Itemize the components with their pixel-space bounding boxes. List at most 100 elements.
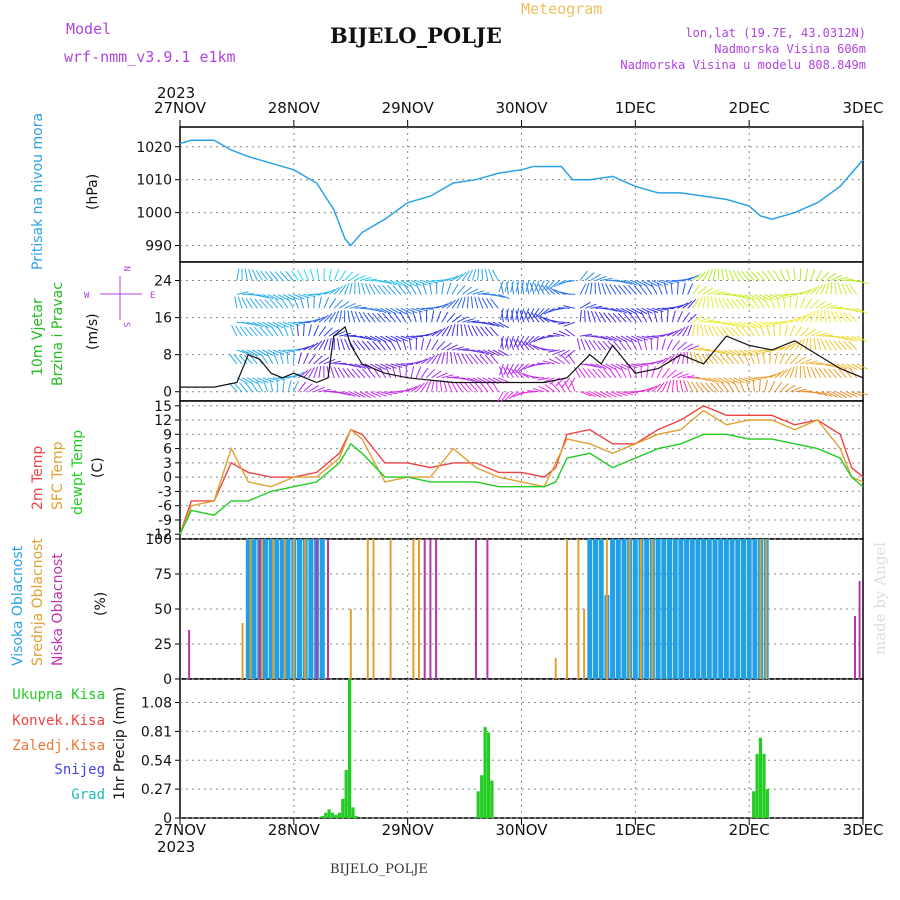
wind-barb — [759, 321, 771, 328]
wind-barb — [446, 351, 448, 364]
wind-barb — [682, 375, 695, 379]
wind-barb — [724, 268, 730, 281]
wind-barb — [779, 269, 786, 281]
wind-barb — [545, 285, 555, 295]
wind-barb — [810, 330, 822, 337]
wind-barb — [856, 363, 868, 370]
wind-barb — [390, 335, 402, 342]
wind-barb — [764, 373, 777, 379]
panels: 990100010101020081624-12-9-6-30369121502… — [136, 126, 869, 827]
wind-barb — [462, 377, 474, 382]
wind-barb — [349, 363, 362, 369]
wind-barb — [287, 380, 292, 392]
wind-barb — [598, 311, 607, 323]
wind-barb — [367, 368, 376, 379]
cloud-bar — [593, 539, 598, 679]
wind-barb — [605, 283, 612, 295]
wind-barb — [247, 321, 259, 327]
temp-unit: (C) — [90, 457, 106, 478]
wind-barb — [710, 354, 719, 365]
wind-barb — [733, 293, 746, 299]
wind-barb — [656, 381, 665, 393]
wind-barb — [451, 324, 456, 337]
wind-barb — [390, 280, 402, 287]
wind-barb — [385, 335, 397, 343]
time-tick-label: 3DEC — [842, 99, 883, 117]
wind-barb — [644, 284, 653, 295]
wind-barb — [368, 283, 376, 295]
wind-barb — [236, 291, 249, 295]
wind-barb — [344, 302, 356, 309]
wind-barb — [369, 335, 382, 342]
wind-barb — [671, 310, 676, 323]
wind-barb — [610, 335, 622, 343]
wind-barb — [282, 349, 295, 353]
cloud-bar — [741, 539, 746, 679]
wind-barb — [489, 326, 499, 337]
cloud-bar — [292, 539, 295, 679]
wind-barb — [700, 382, 709, 393]
compass-rose: N S W E — [84, 266, 155, 327]
wind-barb — [800, 313, 810, 323]
wind-barb — [313, 355, 323, 365]
wind-barb — [831, 306, 844, 309]
wind-barb — [504, 335, 509, 348]
wind-barb — [759, 293, 771, 301]
wind-barb — [626, 391, 639, 394]
cloud-bar — [615, 539, 621, 679]
wind-barb — [472, 290, 485, 295]
wind-barb — [553, 349, 565, 355]
wind-barb — [715, 382, 724, 393]
wind-barb — [600, 391, 612, 398]
wind-barb — [856, 307, 868, 314]
cloud-bar — [632, 539, 638, 679]
wind-barb — [238, 354, 248, 365]
wind-barb — [628, 312, 637, 323]
wind-barb — [385, 391, 398, 395]
wind-barb — [650, 338, 653, 351]
wind-barb — [313, 324, 320, 337]
legend-hail: Grad — [71, 787, 105, 803]
wind-barb — [584, 272, 595, 281]
wind-barb — [609, 284, 617, 295]
wind-barb — [309, 268, 315, 281]
model-elevation-label: Nadmorska Visina u modelu 808.849m — [620, 58, 866, 72]
wind-barb — [733, 321, 745, 328]
wind-barb — [239, 326, 248, 337]
cloud-bar — [245, 539, 251, 679]
wind-barb — [692, 297, 700, 309]
wind-barb — [670, 282, 673, 295]
wind-barb — [630, 339, 637, 351]
wind-barb — [236, 268, 240, 281]
wind-barb — [308, 353, 317, 365]
wind-barb — [631, 335, 643, 342]
wind-barb — [774, 370, 785, 379]
wind-barb — [267, 321, 279, 329]
wind-barb — [712, 268, 716, 281]
wind-barb — [613, 340, 622, 351]
wind-barb — [589, 282, 593, 295]
wind-barb — [272, 377, 285, 380]
wind-barb — [498, 377, 510, 383]
wind-barb — [266, 353, 274, 365]
wind-barb — [462, 318, 474, 323]
wind-barb — [531, 308, 540, 319]
wind-barb — [803, 365, 806, 378]
wind-barb — [810, 391, 823, 395]
wind-barb — [477, 297, 484, 309]
wind-barb — [584, 310, 586, 323]
wind-barb — [402, 338, 407, 351]
y-tick-label: 1010 — [136, 173, 172, 189]
wind-barb — [279, 352, 284, 365]
wind-barb — [461, 296, 466, 309]
wind-barb — [779, 324, 781, 337]
wind-barb — [726, 381, 735, 392]
wind-barb — [400, 335, 413, 341]
wind-barb — [633, 284, 642, 295]
wind-barb — [582, 367, 591, 379]
wind-barb — [308, 384, 320, 393]
wind-barb — [615, 363, 627, 370]
wind-barb — [762, 351, 765, 364]
wind-barb — [477, 292, 490, 295]
wind-barb — [716, 326, 725, 337]
